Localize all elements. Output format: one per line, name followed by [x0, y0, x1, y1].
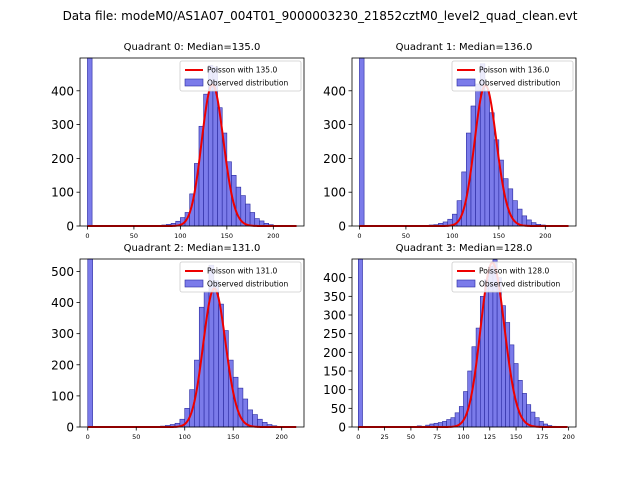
quadrant-3-plot: Quadrant 3: Median=128.0 0 25 50 75 100 125 150… [323, 243, 577, 441]
x-tick-label: 50 [130, 232, 138, 240]
y-tick-label: 300 [51, 118, 74, 132]
x-tick-label: 50 [407, 433, 415, 441]
y-tick-label: 400 [323, 84, 346, 98]
y-tick-label: 150 [323, 365, 346, 379]
y-tick-label: 0 [66, 220, 74, 234]
histogram-bar [257, 418, 263, 428]
figure-title: Data file: modeM0/AS1A07_004T01_90000032… [63, 9, 578, 23]
y-tick-label: 400 [51, 84, 74, 98]
x-tick-label: 50 [402, 232, 410, 240]
y-tick-label: 0 [66, 421, 74, 435]
x-tick-label: 100 [446, 232, 458, 240]
x-tick-label: 0 [86, 433, 90, 441]
legend-poisson-label: Poisson with 135.0 [207, 66, 277, 75]
panel-title: Quadrant 1: Median=136.0 [396, 42, 533, 53]
x-tick-label: 100 [457, 433, 469, 441]
x-tick-label: 150 [221, 232, 233, 240]
x-tick-label: 175 [536, 433, 548, 441]
histogram-bar [87, 258, 93, 428]
axes-frame [351, 258, 577, 428]
histogram-bar [484, 90, 490, 227]
legend-observed-label: Observed distribution [479, 280, 560, 289]
histogram-bar [213, 280, 219, 428]
x-tick-label: 75 [433, 433, 441, 441]
y-tick-label: 300 [323, 309, 346, 323]
y-tick-label: 400 [51, 296, 74, 310]
x-tick-label: 200 [267, 232, 279, 240]
legend-observed-label: Observed distribution [207, 280, 288, 289]
panel-title: Quadrant 0: Median=135.0 [124, 42, 261, 53]
legend-poisson-label: Poisson with 136.0 [479, 66, 549, 75]
y-tick-label: 200 [51, 152, 74, 166]
legend-observed-swatch [456, 279, 476, 288]
x-tick-label: 150 [493, 232, 505, 240]
legend-observed-swatch [184, 279, 204, 288]
y-tick-label: 0 [338, 220, 346, 234]
axes-frame [351, 57, 577, 227]
poisson-curve [359, 84, 569, 227]
histogram-bar [517, 380, 523, 428]
x-tick-label: 0 [85, 232, 89, 240]
histogram-bar [252, 414, 258, 428]
y-tick-label: 100 [323, 383, 346, 397]
y-tick-label: 500 [51, 265, 74, 279]
y-tick-label: 100 [51, 186, 74, 200]
x-tick-label: 0 [357, 232, 361, 240]
x-tick-label: 25 [380, 433, 388, 441]
x-tick-label: 200 [539, 232, 551, 240]
y-tick-label: 100 [51, 389, 74, 403]
legend-observed-swatch [184, 78, 204, 87]
histogram-bar [245, 203, 251, 227]
legend-box [451, 60, 574, 92]
y-tick-label: 350 [323, 290, 346, 304]
quadrant-0-plot: Quadrant 0: Median=135.0 0 50 100 150 200 0 100… [51, 42, 305, 240]
histogram-bar [484, 279, 490, 428]
x-tick-label: 150 [510, 433, 522, 441]
y-tick-label: 200 [323, 346, 346, 360]
quadrant-2-plot: Quadrant 2: Median=131.0 0 50 100 150 200 0 100… [51, 243, 305, 441]
y-tick-label: 400 [323, 271, 346, 285]
legend-box [179, 261, 302, 293]
histogram-bar [249, 212, 256, 227]
y-tick-label: 300 [51, 327, 74, 341]
x-tick-label: 125 [484, 433, 496, 441]
x-tick-label: 100 [179, 433, 191, 441]
histogram-bar [358, 258, 363, 428]
panel-title: Quadrant 3: Median=128.0 [396, 243, 533, 254]
y-tick-label: 300 [323, 118, 346, 132]
legend-box [451, 261, 574, 293]
x-tick-label: 0 [356, 433, 360, 441]
poisson-curve [87, 83, 297, 227]
y-tick-label: 250 [323, 327, 346, 341]
x-tick-label: 200 [275, 433, 287, 441]
histogram-bar [489, 112, 495, 227]
x-tick-label: 50 [132, 433, 140, 441]
axes-frame [79, 57, 305, 227]
x-tick-label: 150 [227, 433, 239, 441]
legend-poisson-label: Poisson with 128.0 [479, 267, 549, 276]
legend-box [179, 60, 302, 92]
histogram-bar [359, 57, 365, 227]
y-tick-label: 50 [331, 402, 346, 416]
x-tick-label: 100 [174, 232, 186, 240]
legend-observed-swatch [456, 78, 476, 87]
histogram-bar [254, 218, 260, 227]
x-tick-label: 200 [562, 433, 574, 441]
legend-observed-label: Observed distribution [479, 79, 560, 88]
legend-observed-label: Observed distribution [207, 79, 288, 88]
y-tick-label: 200 [51, 358, 74, 372]
y-tick-label: 100 [323, 186, 346, 200]
axes-frame [79, 258, 305, 428]
legend-poisson-label: Poisson with 131.0 [207, 267, 277, 276]
histogram-bar [87, 57, 93, 227]
y-tick-label: 200 [323, 152, 346, 166]
y-tick-label: 0 [338, 421, 346, 435]
panel-title: Quadrant 2: Median=131.0 [124, 243, 261, 254]
quadrant-1-plot: Quadrant 1: Median=136.0 0 50 100 150 200 0 100… [323, 42, 577, 240]
